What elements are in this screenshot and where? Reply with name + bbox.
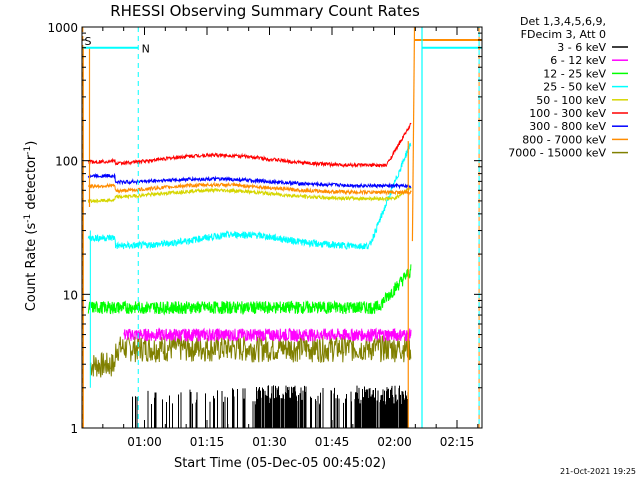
series-100-300-kev [87, 122, 412, 169]
y-tick-label: 1 [70, 422, 78, 436]
legend-entry-label: 7000 - 15000 keV [508, 147, 606, 160]
x-tick-label: 01:45 [315, 435, 350, 449]
series-300-800-kev [87, 172, 412, 190]
legend: Det 1,3,4,5,6,9,FDecim 3, Att 03 - 6 keV… [508, 15, 628, 160]
x-tick-label: 02:15 [440, 435, 475, 449]
annotation-s: S [85, 35, 92, 48]
legend-entry-label: 300 - 800 keV [529, 120, 606, 133]
axes: 1 10 100 1000 01:00 01:15 01:30 01:45 02:00 02:15 [47, 21, 483, 449]
series-6-12-kev [123, 327, 412, 343]
legend-entry-label: 50 - 100 keV [536, 94, 606, 107]
legend-entry-label: 800 - 7000 keV [522, 133, 606, 146]
y-tick-label: 10 [63, 288, 78, 302]
x-tick-label: 01:15 [190, 435, 225, 449]
timestamp: 21-Oct-2021 19:25 [560, 467, 636, 476]
series-7000-15000-kev [89, 334, 412, 378]
series-50-100-kev [87, 186, 412, 204]
x-tick-label: 01:30 [252, 435, 287, 449]
legend-entry-label: 100 - 300 keV [529, 107, 606, 120]
saa-flag-line [411, 26, 416, 242]
y-tick-label: 1000 [47, 21, 78, 35]
x-tick-label: 02:00 [377, 435, 412, 449]
legend-header: FDecim 3, Att 0 [521, 28, 606, 41]
series-12-25-kev [87, 264, 412, 316]
legend-header: Det 1,3,4,5,6,9, [520, 15, 606, 28]
y-axis-label: Count Rate (s-1 detector-1) [23, 141, 39, 312]
plot-frame [81, 26, 483, 429]
y-tick-label: 100 [55, 155, 78, 169]
chart-title: RHESSI Observing Summary Count Rates [110, 2, 420, 20]
annotation-n: N [142, 43, 150, 56]
legend-entry-label: 25 - 50 keV [543, 81, 606, 94]
series-800-7000-kev [87, 181, 412, 196]
legend-entry-label: 6 - 12 keV [550, 54, 606, 67]
series-25-50-kev [87, 142, 412, 250]
plot-area: SN [82, 26, 482, 428]
x-axis-label: Start Time (05-Dec-05 00:45:02) [174, 456, 386, 471]
legend-entry-label: 3 - 6 keV [557, 41, 606, 54]
legend-entry-label: 12 - 25 keV [543, 67, 606, 80]
x-tick-label: 01:00 [127, 435, 162, 449]
